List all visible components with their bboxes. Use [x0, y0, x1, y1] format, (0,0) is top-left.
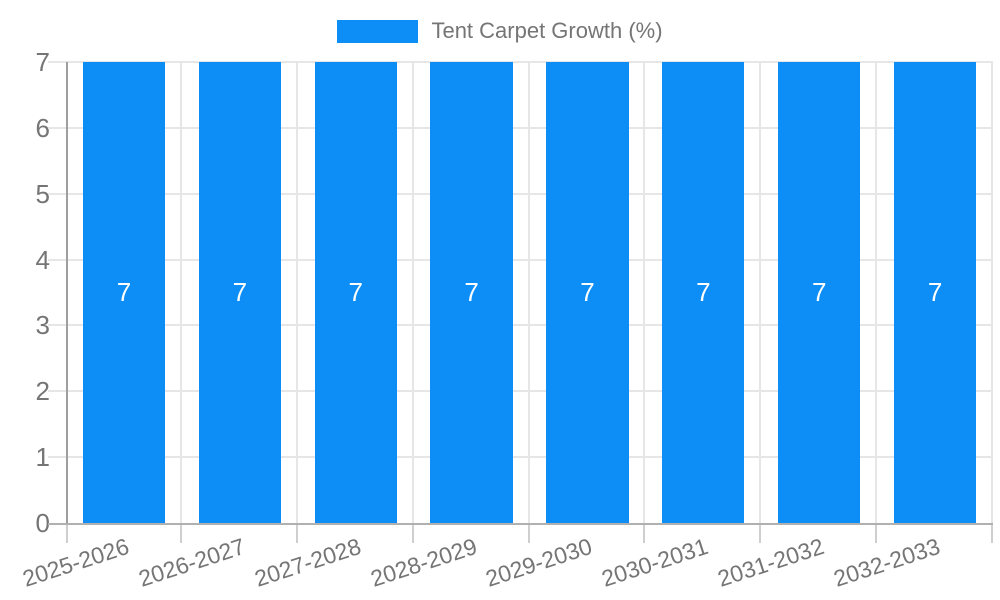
y-tick-label: 1: [35, 442, 50, 473]
y-tick-label: 0: [35, 508, 50, 538]
y-tick-label: 3: [35, 310, 50, 341]
v-gridline: [411, 62, 414, 523]
x-tick-mark: [875, 523, 878, 543]
x-tick-mark: [991, 523, 993, 543]
y-axis-line: [66, 62, 68, 523]
x-tick-mark: [643, 523, 646, 543]
x-tick-label: 2031-2032: [714, 533, 828, 592]
bar-value-label: 7: [580, 277, 595, 307]
x-tick-label: 2028-2029: [366, 533, 480, 592]
y-tick-label: 6: [35, 112, 50, 143]
v-gridline: [179, 62, 182, 523]
x-tick-mark: [66, 523, 68, 543]
x-tick-label: 2030-2031: [598, 533, 712, 592]
v-gridline: [527, 62, 530, 523]
h-gridline: [48, 126, 993, 129]
h-gridline: [48, 192, 993, 195]
h-gridline: [48, 390, 993, 393]
x-tick-mark: [295, 523, 298, 543]
bar: 7: [314, 62, 397, 523]
bar-value-label: 7: [811, 277, 827, 307]
v-gridline: [759, 62, 762, 523]
x-tick-mark: [527, 523, 530, 543]
y-axis-labels: 0 1 2 3 4 5 6 7: [0, 0, 50, 600]
y-tick-label: 2: [35, 376, 50, 407]
bar-value-label: 7: [927, 277, 943, 307]
bar-value-label: 7: [696, 277, 711, 307]
x-tick-label: 2026-2027: [135, 533, 248, 592]
h-gridline: [48, 61, 993, 63]
v-gridline: [875, 62, 878, 523]
bar: 7: [430, 62, 513, 523]
x-tick-mark: [759, 523, 762, 543]
y-tick-label: 7: [35, 47, 50, 77]
x-axis-line: [48, 523, 993, 525]
h-gridline: [48, 456, 993, 459]
v-gridline: [295, 62, 298, 523]
bar-value-label: 7: [116, 277, 132, 307]
y-tick-label: 4: [35, 244, 50, 275]
x-tick-label: 2032-2033: [830, 533, 944, 592]
x-tick-label: 2029-2030: [482, 533, 596, 592]
bar-value-label: 7: [464, 277, 479, 307]
legend: Tent Carpet Growth (%): [0, 19, 1000, 43]
x-tick-mark: [411, 523, 414, 543]
h-gridline: [48, 324, 993, 327]
v-gridline: [643, 62, 646, 523]
x-tick-mark: [179, 523, 182, 543]
x-tick-label: 2027-2028: [251, 533, 364, 592]
bar: 7: [778, 62, 861, 523]
legend-swatch: [337, 19, 419, 43]
legend-label: Tent Carpet Growth (%): [431, 18, 663, 43]
v-gridline: [991, 62, 993, 523]
bar-value-label: 7: [348, 277, 363, 307]
bar: 7: [662, 62, 745, 523]
y-tick-label: 5: [35, 178, 50, 209]
plot-area: 7 7 7 7 7 7 7 7: [48, 61, 993, 543]
h-gridline: [48, 258, 993, 261]
bar: 7: [82, 62, 166, 523]
bar-value-label: 7: [232, 277, 248, 307]
bar: 7: [546, 62, 629, 523]
bar: 7: [893, 62, 977, 523]
bar: 7: [198, 62, 281, 523]
